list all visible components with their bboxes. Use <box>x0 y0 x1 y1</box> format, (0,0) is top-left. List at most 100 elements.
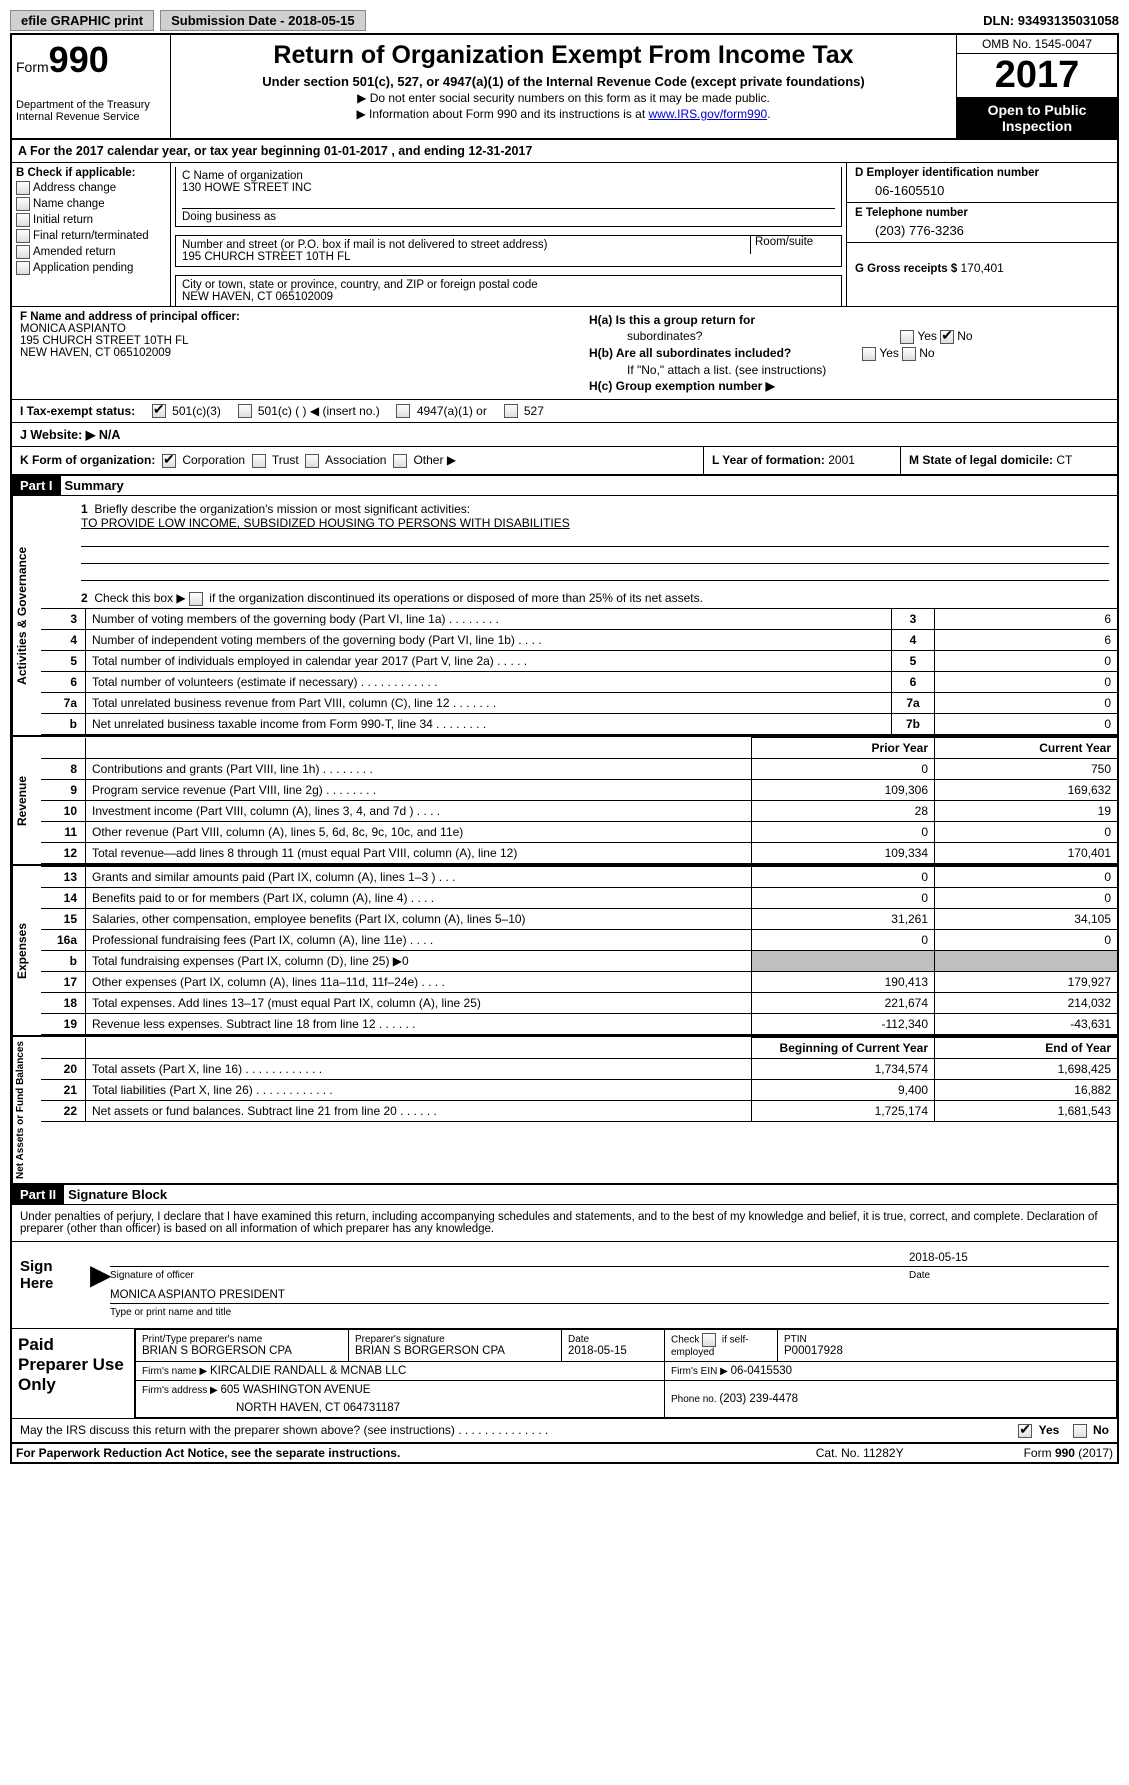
city-value: NEW HAVEN, CT 065102009 <box>182 291 835 303</box>
ha-no-chk[interactable] <box>940 330 954 344</box>
chk-initial-return[interactable]: Initial return <box>16 213 166 227</box>
row-a-period: A For the 2017 calendar year, or tax yea… <box>12 140 1117 163</box>
row-f-h: F Name and address of principal officer:… <box>12 307 1117 400</box>
b-label: B Check if applicable: <box>16 167 166 179</box>
line-num: 9 <box>41 780 86 801</box>
blank-line-2 <box>81 547 1109 564</box>
irs-link[interactable]: www.IRS.gov/form990 <box>648 107 767 121</box>
ptin-cell: PTIN P00017928 <box>778 1330 1117 1362</box>
k1-label: K Form of organization: <box>20 453 155 467</box>
current-val: 179,927 <box>935 972 1118 993</box>
prep-table: Print/Type preparer's name BRIAN S BORGE… <box>135 1329 1117 1418</box>
line-box: 5 <box>892 651 935 672</box>
firm-phone-label: Phone no. <box>671 1394 719 1405</box>
opt-527: 527 <box>524 404 544 418</box>
sig-date-label: Date <box>909 1270 1109 1281</box>
vtab-expenses: Expenses <box>12 866 41 1035</box>
chk-other[interactable] <box>393 454 407 468</box>
prep-date-cell: Date 2018-05-15 <box>562 1330 665 1362</box>
form-header: Form990 Department of the Treasury Inter… <box>12 35 1117 140</box>
firm-addr-cell: Firm's address ▶ 605 WASHINGTON AVENUE <box>136 1381 665 1400</box>
opt-name: Name change <box>33 198 105 210</box>
k3-label: M State of legal domicile: <box>909 453 1056 467</box>
vtab-netassets: Net Assets or Fund Balances <box>12 1037 41 1183</box>
chk-association[interactable] <box>305 454 319 468</box>
prep-name-label: Print/Type preparer's name <box>142 1334 342 1345</box>
chk-application-pending[interactable]: Application pending <box>16 261 166 275</box>
line-desc: Grants and similar amounts paid (Part IX… <box>86 867 752 888</box>
col-prior: Prior Year <box>752 738 935 759</box>
chk-501c3[interactable] <box>152 404 166 418</box>
line-num: 19 <box>41 1014 86 1035</box>
table-row: 9 Program service revenue (Part VIII, li… <box>41 780 1117 801</box>
submission-date-label: Submission Date - <box>171 13 288 28</box>
chk-discontinued[interactable] <box>189 592 203 606</box>
part1-expenses: Expenses 13 Grants and similar amounts p… <box>12 866 1117 1037</box>
chk-self-employed[interactable] <box>702 1333 716 1347</box>
firm-name-cell: Firm's name ▶ KIRCALDIE RANDALL & MCNAB … <box>136 1362 665 1381</box>
chk-amended-return[interactable]: Amended return <box>16 245 166 259</box>
line-num: 3 <box>41 609 86 630</box>
line-num: b <box>41 714 86 735</box>
tel-value: (203) 776-3236 <box>855 219 1109 238</box>
prior-val: 0 <box>752 888 935 909</box>
dln-value: 93493135031058 <box>1018 13 1119 28</box>
table-row: 13 Grants and similar amounts paid (Part… <box>41 867 1117 888</box>
ha-no: No <box>957 329 972 343</box>
opt-address: Address change <box>33 182 116 194</box>
line-num: 17 <box>41 972 86 993</box>
line-num: 16a <box>41 930 86 951</box>
chk-corporation[interactable] <box>162 454 176 468</box>
line-desc: Benefits paid to or for members (Part IX… <box>86 888 752 909</box>
row-i: I Tax-exempt status: 501(c)(3) 501(c) ( … <box>12 400 1117 424</box>
chk-address-change[interactable]: Address change <box>16 181 166 195</box>
current-val: 1,681,543 <box>935 1101 1118 1122</box>
hb-no-chk[interactable] <box>902 347 916 361</box>
irs-yes-chk[interactable] <box>1018 1424 1032 1438</box>
hb-yes-chk[interactable] <box>862 347 876 361</box>
line-desc: Contributions and grants (Part VIII, lin… <box>86 759 752 780</box>
efile-print-button[interactable]: efile GRAPHIC print <box>10 10 154 31</box>
part1-badge: Part I <box>12 476 61 495</box>
table-row: 11 Other revenue (Part VIII, column (A),… <box>41 822 1117 843</box>
prep-name: BRIAN S BORGERSON CPA <box>142 1345 342 1357</box>
table-row: 14 Benefits paid to or for members (Part… <box>41 888 1117 909</box>
dln-field: DLN: 93493135031058 <box>983 13 1119 28</box>
current-val: 19 <box>935 801 1118 822</box>
chk-4947[interactable] <box>396 404 410 418</box>
line-desc: Total number of individuals employed in … <box>86 651 892 672</box>
irs-no-chk[interactable] <box>1073 1424 1087 1438</box>
form-number: Form990 <box>16 39 166 81</box>
opt-trust: Trust <box>272 453 299 467</box>
prep-sig: BRIAN S BORGERSON CPA <box>355 1345 555 1357</box>
line-num: b <box>41 951 86 972</box>
declaration-text: Under penalties of perjury, I declare th… <box>12 1205 1117 1242</box>
prior-val: 0 <box>752 759 935 780</box>
street-label: Number and street (or P.O. box if mail i… <box>182 239 750 251</box>
chk-501c[interactable] <box>238 404 252 418</box>
gross-cell: G Gross receipts $ 170,401 <box>847 243 1117 279</box>
line-num: 12 <box>41 843 86 864</box>
section-b: B Check if applicable: Address change Na… <box>12 163 171 306</box>
ha-text: H(a) Is this a group return for <box>589 313 755 327</box>
paid-preparer-label: Paid Preparer Use Only <box>12 1329 135 1418</box>
section-c: C Name of organization 130 HOWE STREET I… <box>171 163 846 306</box>
org-name-label: C Name of organization <box>182 170 835 182</box>
hc-line: H(c) Group exemption number ▶ <box>589 379 1109 393</box>
part1-title: Summary <box>61 476 128 495</box>
prior-val: 0 <box>752 822 935 843</box>
hb-note: If "No," attach a list. (see instruction… <box>589 363 1109 377</box>
chk-trust[interactable] <box>252 454 266 468</box>
line-desc: Revenue less expenses. Subtract line 18 … <box>86 1014 752 1035</box>
chk-527[interactable] <box>504 404 518 418</box>
col-current: Current Year <box>935 738 1118 759</box>
city-box: City or town, state or province, country… <box>175 275 842 306</box>
ha-yes-chk[interactable] <box>900 330 914 344</box>
table-row: 4 Number of independent voting members o… <box>41 630 1117 651</box>
chk-final-return[interactable]: Final return/terminated <box>16 229 166 243</box>
q1-num: 1 <box>81 502 88 516</box>
net-table: Beginning of Current Year End of Year20 … <box>41 1037 1117 1122</box>
line-desc: Net unrelated business taxable income fr… <box>86 714 892 735</box>
chk-name-change[interactable]: Name change <box>16 197 166 211</box>
opt-pending: Application pending <box>33 262 133 274</box>
